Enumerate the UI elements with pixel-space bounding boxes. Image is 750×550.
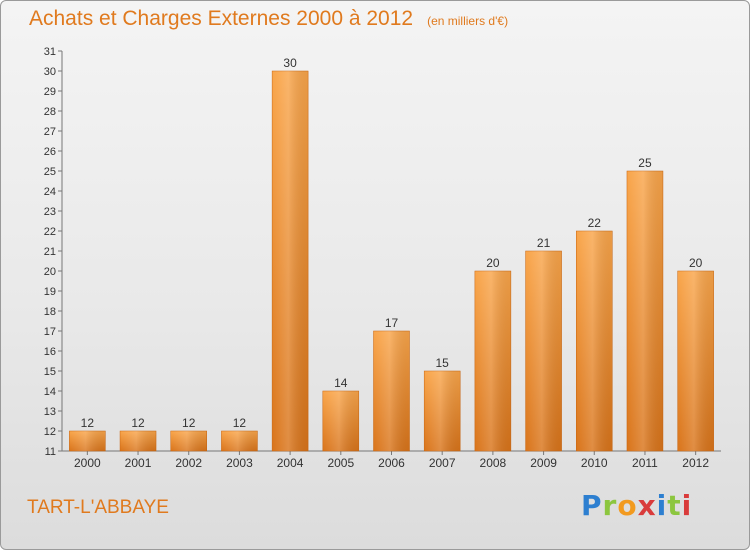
value-label: 20: [689, 256, 703, 270]
x-tick-label: 2003: [226, 456, 253, 470]
y-tick-label: 23: [44, 206, 56, 218]
x-tick-label: 2007: [429, 456, 456, 470]
bar-shine-2007: [424, 371, 461, 451]
chart-title: Achats et Charges Externes 2000 à 2012 (e…: [29, 7, 508, 31]
value-label: 21: [537, 236, 551, 250]
y-tick-label: 13: [44, 406, 56, 418]
x-tick-label: 2008: [480, 456, 507, 470]
bar-shine-2012: [677, 271, 714, 451]
bar-shine-2009: [525, 251, 562, 451]
y-tick-label: 29: [44, 86, 56, 98]
bar-shine-2001: [120, 431, 157, 451]
bar-shine-2011: [626, 171, 663, 451]
bar-shine-2006: [373, 331, 410, 451]
x-tick-label: 2012: [682, 456, 709, 470]
chart-title-text: Achats et Charges Externes 2000 à 2012: [29, 7, 414, 30]
value-label: 22: [588, 216, 602, 230]
y-tick-label: 26: [44, 146, 56, 158]
chart-unit: (en milliers d'€): [427, 14, 509, 28]
y-tick-label: 15: [44, 366, 56, 378]
y-tick-label: 31: [44, 46, 56, 58]
value-labels: 12 12 12 12 30 14 17 15 20 21 22 25 20: [81, 56, 703, 430]
value-label: 12: [131, 416, 145, 430]
location-label: TART-L'ABBAYE: [27, 497, 169, 518]
value-label: 12: [182, 416, 196, 430]
value-label: 14: [334, 376, 348, 390]
x-tick-label: 2009: [530, 456, 557, 470]
y-tick-label: 18: [44, 306, 56, 318]
x-tick-label: 2010: [581, 456, 608, 470]
value-label: 12: [233, 416, 247, 430]
proxiti-logo: Proxiti: [581, 489, 693, 522]
bar-shine-2008: [474, 271, 511, 451]
value-label: 30: [283, 56, 297, 70]
value-label: 20: [486, 256, 500, 270]
x-tick-label: 2005: [327, 456, 354, 470]
bar-shine-2000: [69, 431, 106, 451]
bar-shine-2002: [170, 431, 207, 451]
bar-shine-2004: [272, 71, 309, 451]
value-label: 15: [436, 356, 450, 370]
y-tick-label: 17: [44, 326, 56, 338]
bar-shine-2003: [221, 431, 258, 451]
y-tick-label: 16: [44, 346, 56, 358]
y-tick-label: 22: [44, 226, 56, 238]
bar-shine-2005: [322, 391, 359, 451]
x-tick-label: 2001: [125, 456, 152, 470]
x-tick-label: 2011: [632, 456, 658, 470]
value-label: 12: [81, 416, 95, 430]
y-tick-label: 25: [44, 166, 56, 178]
value-label: 25: [638, 156, 652, 170]
y-tick-label: 12: [44, 426, 56, 438]
y-tick-label: 11: [45, 446, 56, 458]
x-tick-label: 2004: [277, 456, 304, 470]
value-label: 17: [385, 316, 399, 330]
y-tick-label: 28: [44, 106, 56, 118]
x-tick-label: 2006: [378, 456, 405, 470]
y-tick-label: 24: [44, 186, 56, 198]
x-tick-label: 2002: [175, 456, 202, 470]
y-tick-label: 21: [44, 246, 56, 258]
y-tick-label: 30: [44, 66, 56, 78]
y-tick-label: 20: [44, 266, 56, 278]
y-tick-label: 19: [44, 286, 56, 298]
y-tick-label: 27: [44, 126, 56, 138]
x-tick-label: 2000: [74, 456, 101, 470]
y-tick-label: 14: [44, 386, 56, 398]
bars: [69, 70, 714, 452]
bar-shine-2010: [576, 231, 613, 451]
